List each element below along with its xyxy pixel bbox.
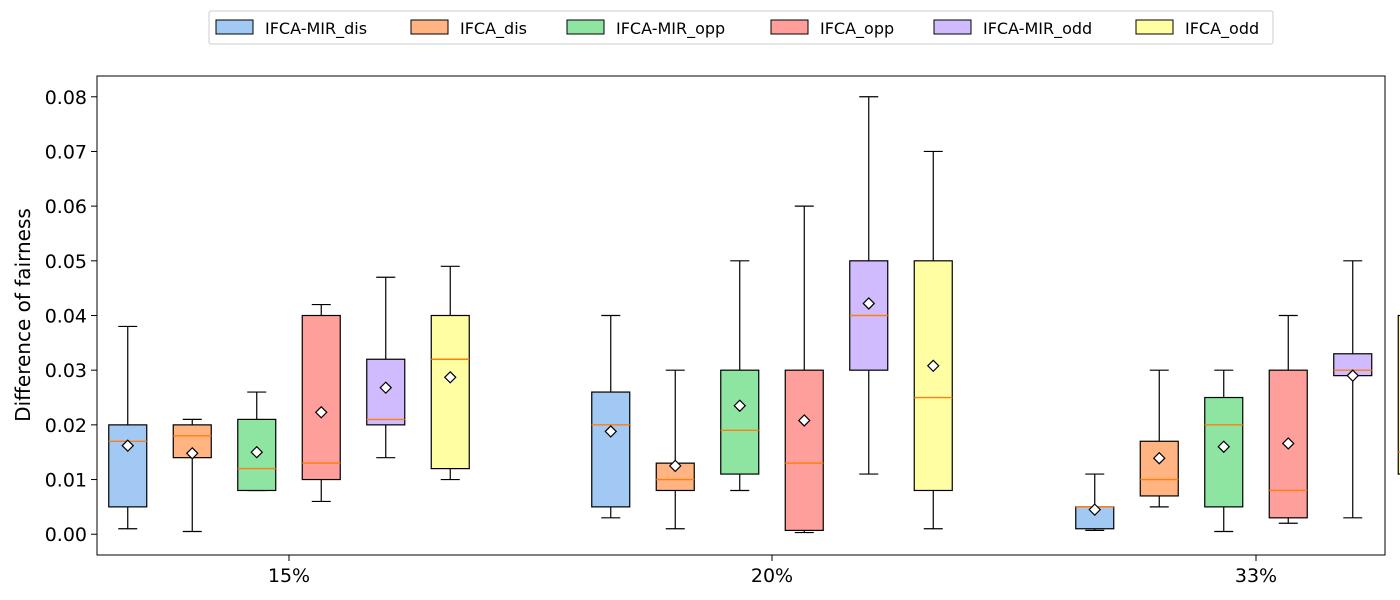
box-body bbox=[913, 260, 953, 492]
y-tick-label: 0.04 bbox=[45, 306, 87, 328]
legend-frame bbox=[208, 10, 1274, 45]
legend-label: IFCA_odd bbox=[1185, 19, 1259, 39]
mean-marker bbox=[926, 359, 940, 373]
box-IFCA_dis-20% bbox=[655, 369, 695, 530]
legend-item-IFCA-MIR_opp: IFCA-MIR_opp bbox=[566, 19, 725, 39]
box-body bbox=[591, 391, 631, 508]
mean-marker bbox=[862, 297, 876, 310]
box-body bbox=[1397, 314, 1400, 475]
box-IFCA-MIR_opp-20% bbox=[720, 260, 760, 492]
box-IFCA_dis-15% bbox=[172, 418, 212, 533]
legend-swatch bbox=[770, 19, 809, 35]
legend-label: IFCA_dis bbox=[460, 19, 527, 39]
box-body bbox=[720, 369, 760, 475]
legend-label: IFCA_opp bbox=[820, 19, 894, 39]
mean-marker bbox=[121, 439, 135, 452]
box-IFCA_opp-15% bbox=[301, 303, 341, 503]
legend-label: IFCA-MIR_dis bbox=[265, 19, 367, 39]
legend-item-IFCA-MIR_odd: IFCA-MIR_odd bbox=[933, 19, 1092, 39]
y-tick-label: 0.06 bbox=[45, 196, 87, 218]
box-IFCA_odd-33% bbox=[1397, 314, 1400, 475]
y-axis-label: Difference of fairness bbox=[11, 208, 35, 422]
legend-swatch bbox=[566, 19, 605, 35]
legend-swatch bbox=[410, 19, 449, 35]
mean-marker bbox=[1281, 437, 1295, 450]
legend-swatch bbox=[933, 19, 972, 35]
boxes bbox=[108, 96, 1400, 534]
box-body bbox=[784, 369, 824, 531]
mean-marker bbox=[733, 399, 747, 413]
box-IFCA-MIR_dis-33% bbox=[1075, 473, 1115, 531]
box-body bbox=[1139, 440, 1179, 497]
legend-item-IFCA_dis: IFCA_dis bbox=[410, 19, 527, 39]
mean-marker bbox=[1152, 451, 1166, 465]
box-IFCA_opp-20% bbox=[784, 205, 824, 534]
mean-marker bbox=[443, 370, 457, 384]
mean-marker bbox=[1088, 503, 1102, 516]
box-IFCA-MIR_opp-15% bbox=[237, 391, 277, 492]
box-body bbox=[301, 314, 341, 481]
box-body bbox=[430, 314, 470, 470]
box-IFCA_dis-33% bbox=[1139, 369, 1179, 508]
y-tick-label: 0.05 bbox=[45, 251, 87, 273]
box-body bbox=[108, 424, 148, 508]
legend-label: IFCA-MIR_opp bbox=[616, 19, 725, 39]
legend-label: IFCA-MIR_odd bbox=[983, 19, 1092, 39]
legend-item-IFCA_opp: IFCA_opp bbox=[770, 19, 894, 39]
mean-marker bbox=[250, 445, 264, 459]
y-tick-label: 0.07 bbox=[45, 141, 87, 163]
legend: IFCA-MIR_dis IFCA_dis IFCA-MIR_opp IFCA_opp… bbox=[208, 10, 1274, 45]
y-tick-label: 0.02 bbox=[45, 415, 87, 437]
legend-swatch bbox=[215, 19, 254, 35]
mean-marker bbox=[604, 425, 618, 438]
box-IFCA-MIR_odd-20% bbox=[849, 96, 889, 475]
mean-marker bbox=[314, 405, 328, 419]
mean-marker bbox=[185, 446, 199, 460]
legend-item-IFCA-MIR_dis: IFCA-MIR_dis bbox=[215, 19, 367, 39]
x-tick-label: 33% bbox=[1235, 565, 1277, 587]
x-tick-label: 20% bbox=[751, 565, 793, 587]
mean-marker bbox=[379, 381, 393, 395]
mean-marker bbox=[1346, 369, 1360, 382]
legend-item-IFCA_odd: IFCA_odd bbox=[1135, 19, 1259, 39]
box-IFCA-MIR_odd-33% bbox=[1333, 260, 1373, 519]
box-body bbox=[366, 358, 406, 426]
box-IFCA-MIR_odd-15% bbox=[366, 276, 406, 459]
mean-marker bbox=[797, 414, 811, 427]
plot-area: 0.00 0.01 0.02 0.03 0.04 0.05 0.06 0.07 0.08 15%… bbox=[45, 75, 1400, 587]
box-IFCA-MIR_dis-15% bbox=[108, 325, 148, 530]
y-axis: 0.00 0.01 0.02 0.03 0.04 0.05 0.06 0.07 0.08 bbox=[45, 87, 97, 546]
legend-swatch bbox=[1135, 19, 1174, 35]
box-IFCA-MIR_opp-33% bbox=[1204, 369, 1244, 533]
box-IFCA-MIR_dis-20% bbox=[591, 314, 631, 519]
y-tick-label: 0.08 bbox=[45, 87, 87, 109]
plot-frame bbox=[96, 75, 1386, 556]
y-tick-label: 0.00 bbox=[45, 524, 87, 546]
y-tick-label: 0.03 bbox=[45, 360, 87, 382]
x-axis: 15% 20% 33% bbox=[268, 555, 1277, 587]
box-IFCA_opp-33% bbox=[1268, 314, 1308, 524]
box-IFCA_odd-20% bbox=[913, 150, 953, 530]
mean-marker bbox=[668, 459, 682, 473]
box-IFCA_odd-15% bbox=[430, 265, 470, 481]
mean-marker bbox=[1217, 440, 1231, 454]
x-tick-label: 15% bbox=[268, 565, 310, 587]
y-tick-label: 0.01 bbox=[45, 470, 87, 492]
